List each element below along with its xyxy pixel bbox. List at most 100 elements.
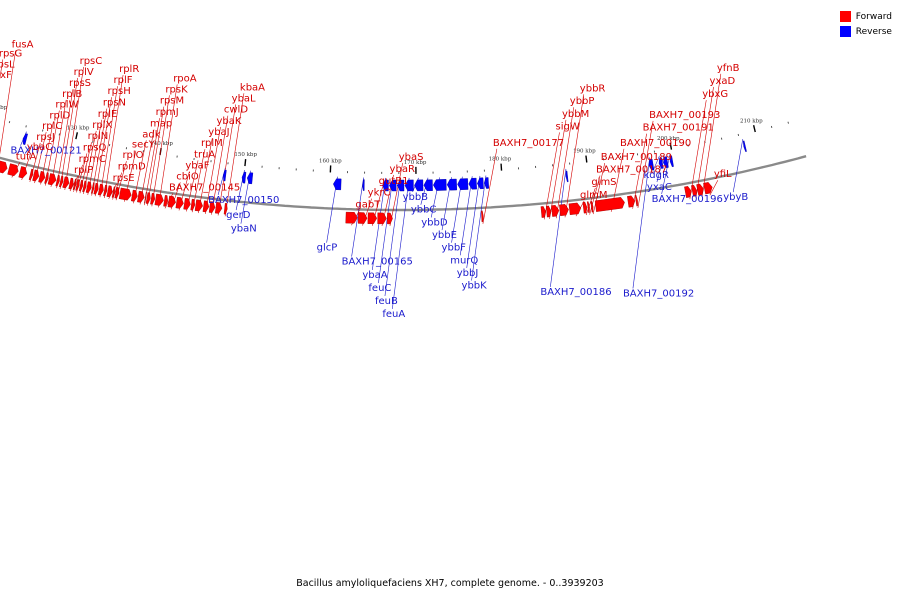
gene-rplE[interactable] <box>85 181 92 194</box>
leader-line <box>91 108 108 196</box>
gene-BAXH7_00191[interactable] <box>627 195 636 208</box>
legend-forward-label: Forward <box>855 11 892 22</box>
gene-ybbP[interactable] <box>551 205 560 217</box>
gene-rpsQ[interactable] <box>75 179 80 191</box>
gene-rpsC[interactable] <box>62 176 70 189</box>
gene-rpsM[interactable] <box>145 192 151 204</box>
gene-tufA[interactable] <box>7 163 19 177</box>
gene-BAXH7_00193[interactable] <box>634 194 638 207</box>
gene-rplP[interactable] <box>68 177 74 190</box>
gene-label-ybaJ: ybaJ <box>208 127 229 138</box>
gene-label-ybbD: ybbD <box>421 217 448 228</box>
gene-ykrC[interactable] <box>357 212 368 224</box>
gene-rplD[interactable] <box>38 170 46 183</box>
gene-ybaC[interactable] <box>18 166 28 179</box>
gene-ybaK[interactable] <box>202 200 210 213</box>
gene-adk[interactable] <box>130 189 138 202</box>
gene-map[interactable] <box>137 190 145 203</box>
gene-BAXH7_00189[interactable] <box>590 200 594 213</box>
gene-rpsN[interactable] <box>90 182 95 194</box>
gene-ybxG[interactable] <box>684 186 692 198</box>
leader-line <box>709 180 719 196</box>
gene-fusA[interactable] <box>0 159 8 174</box>
gene-BAXH7_00196[interactable] <box>669 155 674 168</box>
gene-rpmC[interactable] <box>72 178 77 191</box>
gene-BAXH7_00121[interactable] <box>22 133 28 145</box>
gene-rpsJ[interactable] <box>28 168 34 181</box>
gene-murQ[interactable] <box>468 177 477 190</box>
gene-BAXH7_00150[interactable] <box>222 169 227 182</box>
gene-yfnB[interactable] <box>696 183 704 196</box>
gene-kbaA[interactable] <box>223 202 228 215</box>
gene-rpsE[interactable] <box>106 185 113 198</box>
gene-kdgR[interactable] <box>658 157 664 169</box>
tick-label: 200 kbp <box>657 136 680 142</box>
gene-label-BAXH7_00189: BAXH7_00189 <box>601 152 672 163</box>
gene-ybyB[interactable] <box>742 140 747 152</box>
gene-rpmD[interactable] <box>111 186 116 198</box>
gene-label-rplP: rplP <box>74 165 93 176</box>
gene-label-rpmC: rpmC <box>79 154 106 165</box>
gene-ybaS[interactable] <box>387 212 393 225</box>
gene-rplM[interactable] <box>190 198 196 211</box>
gene-BAXH7_00177[interactable] <box>481 210 484 223</box>
gene-rplF[interactable] <box>97 183 104 196</box>
gene-rpoA[interactable] <box>154 193 164 206</box>
gene-ybbF[interactable] <box>457 178 469 191</box>
gene-BAXH7_00190[interactable] <box>594 197 625 212</box>
gene-ybbR[interactable] <box>559 204 569 217</box>
gene-rplV[interactable] <box>58 175 64 188</box>
gene-ybaR[interactable] <box>377 212 387 225</box>
gene-gerD[interactable] <box>241 171 247 184</box>
gene-rplW[interactable] <box>44 172 49 184</box>
gene-truA[interactable] <box>183 197 191 210</box>
gene-feuB[interactable] <box>396 179 405 192</box>
gene-rplB[interactable] <box>47 173 57 186</box>
gene-BAXH7_00186[interactable] <box>565 170 569 183</box>
gene-yfiL[interactable] <box>703 182 713 195</box>
gene-cwlD[interactable] <box>208 201 216 213</box>
gene-rplN[interactable] <box>78 179 84 192</box>
gene-sigW[interactable] <box>540 206 547 218</box>
gene-rplR[interactable] <box>103 184 108 197</box>
gene-ybbE[interactable] <box>446 178 458 191</box>
gene-feuA[interactable] <box>404 179 414 192</box>
gene-ybaF[interactable] <box>175 196 184 209</box>
gene-ybaL[interactable] <box>214 201 223 214</box>
gene-rpsH[interactable] <box>93 182 99 195</box>
gene-gutB1[interactable] <box>367 212 378 225</box>
gene-label-rplD: rplD <box>49 110 70 121</box>
gene-label-ybbM: ybbM <box>562 109 589 120</box>
gene-yxaC[interactable] <box>663 156 669 169</box>
gene-label-truA: truA <box>194 149 215 160</box>
gene-secY[interactable] <box>118 187 132 201</box>
gene-ybbK[interactable] <box>483 177 490 189</box>
gene-ybaJ[interactable] <box>194 199 203 212</box>
gene-rpsK[interactable] <box>150 192 156 205</box>
gene-glmM[interactable] <box>568 202 582 216</box>
gene-glmS[interactable] <box>582 201 588 214</box>
gene-ybbM[interactable] <box>545 205 552 218</box>
gene-yxaD[interactable] <box>691 184 697 197</box>
gene-gabT[interactable] <box>345 211 358 224</box>
gene-rplX[interactable] <box>82 180 87 193</box>
gene-BAXH7_00165[interactable] <box>362 179 365 191</box>
gene-feuC[interactable] <box>389 179 397 192</box>
gene-ybbC[interactable] <box>423 179 433 192</box>
gene-label-rpsQ: rpsQ <box>83 142 107 153</box>
gene-ybaA[interactable] <box>382 179 389 192</box>
gene-rplO[interactable] <box>114 186 120 199</box>
gene-ybaN[interactable] <box>246 172 254 185</box>
gene-BAXH7_00145[interactable] <box>163 195 169 207</box>
gene-glcP[interactable] <box>333 178 342 191</box>
gene-rpsS[interactable] <box>55 174 60 187</box>
gene-ybbJ[interactable] <box>477 177 484 190</box>
gene-rpmJ[interactable] <box>144 191 147 204</box>
gene-cbiO[interactable] <box>167 195 176 208</box>
gene-BAXH7_00192[interactable] <box>648 158 655 171</box>
gene-ybbB[interactable] <box>414 179 424 192</box>
gene-rplC[interactable] <box>32 169 40 182</box>
major-tick <box>244 159 247 167</box>
gene-ybbD[interactable] <box>433 179 447 191</box>
gene-BAXH7_00187[interactable] <box>586 201 590 213</box>
